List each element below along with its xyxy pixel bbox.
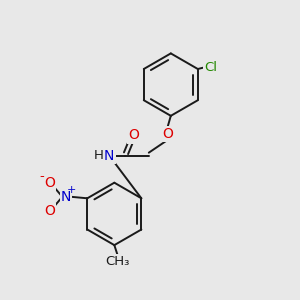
Text: CH₃: CH₃ bbox=[106, 255, 130, 268]
Text: H: H bbox=[94, 149, 104, 162]
Text: -: - bbox=[40, 170, 44, 183]
Text: O: O bbox=[44, 176, 55, 190]
Text: N: N bbox=[61, 190, 71, 204]
Text: O: O bbox=[44, 204, 55, 218]
Text: N: N bbox=[104, 148, 115, 163]
Text: +: + bbox=[67, 185, 76, 195]
Text: Cl: Cl bbox=[204, 61, 217, 74]
Text: O: O bbox=[162, 127, 173, 141]
Text: O: O bbox=[128, 128, 139, 142]
